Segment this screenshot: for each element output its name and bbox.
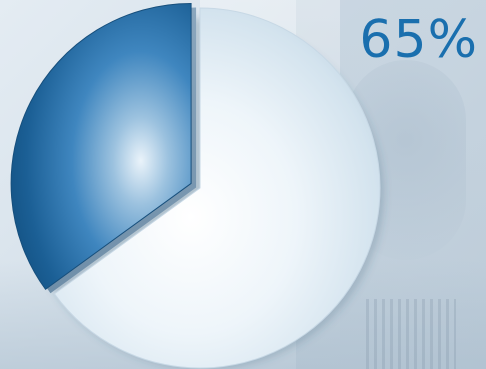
pie-slices: [10, 2, 381, 369]
pie-slice-major: [53, 7, 381, 369]
pie-slice-minor: [10, 2, 192, 290]
slice-data-label: 65%: [359, 10, 478, 70]
